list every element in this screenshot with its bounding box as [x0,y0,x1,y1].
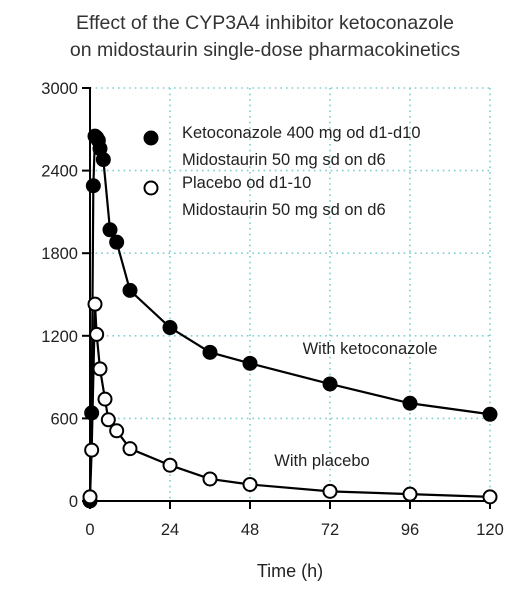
data-point [322,376,338,392]
y-tick-label: 1800 [41,245,78,263]
series-annotation: With ketoconazole [303,340,438,358]
data-point [482,489,498,505]
data-point [92,361,108,377]
y-tick-label: 2400 [41,163,78,181]
x-tick-label: 0 [85,521,94,539]
x-tick-label: 48 [241,521,259,539]
x-tick-label: 24 [161,521,179,539]
data-point [122,282,138,298]
legend-label: Ketoconazole 400 mg od d1-d10 [182,124,421,142]
chart-title: Effect of the CYP3A4 inhibitor ketoconaz… [0,10,530,64]
data-point [202,344,218,360]
data-point [122,441,138,457]
data-point [100,412,116,428]
data-point [322,483,338,499]
data-point [82,489,98,505]
data-point [162,320,178,336]
y-tick-label: 600 [50,410,78,428]
data-point [242,476,258,492]
y-tick-label: 1200 [41,328,78,346]
data-point [109,423,125,439]
data-point [97,391,113,407]
series-annotation: With placebo [274,452,369,470]
data-point [87,296,103,312]
data-point [162,457,178,473]
y-tick-label: 3000 [41,80,78,98]
data-point [482,406,498,422]
legend-label: Midostaurin 50 mg sd on d6 [182,151,386,169]
data-point [402,486,418,502]
chart-title-line-1: Effect of the CYP3A4 inhibitor ketoconaz… [76,12,454,34]
data-point [202,471,218,487]
x-tick-label: 72 [321,521,339,539]
data-point [95,152,111,168]
legend-label: Placebo od d1-10 [182,174,311,192]
data-point [242,355,258,371]
legend-label: Midostaurin 50 mg sd on d6 [182,201,386,219]
y-tick-label: 0 [69,493,78,511]
x-tick-label: 96 [401,521,419,539]
data-point [402,395,418,411]
data-point [109,234,125,250]
data-point [84,442,100,458]
legend-marker-2 [143,180,159,196]
chart-title-line-2: on midostaurin single-dose pharmacokinet… [69,39,461,61]
x-axis-label: Time (h) [257,561,323,581]
data-point [85,178,101,194]
data-point [89,326,105,342]
data-point [102,222,118,238]
x-tick-label: 120 [476,521,504,539]
legend-marker-1 [143,130,159,146]
